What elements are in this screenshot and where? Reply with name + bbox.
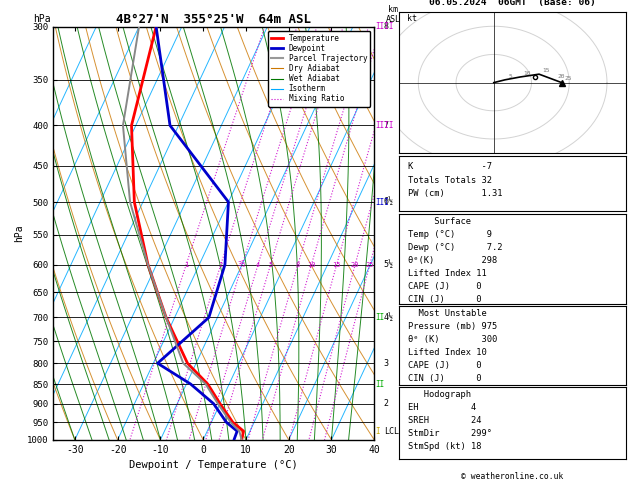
Text: K             -7
Totals Totals 32
PW (cm)       1.31: K -7 Totals Totals 32 PW (cm) 1.31 <box>408 162 503 198</box>
Text: kt: kt <box>407 14 417 23</box>
Text: 06.05.2024  06GMT  (Base: 06): 06.05.2024 06GMT (Base: 06) <box>429 0 596 7</box>
Text: II: II <box>375 313 384 322</box>
Text: 25: 25 <box>565 76 572 81</box>
Text: Surface
Temp (°C)      9
Dewp (°C)      7.2
θᵉ(K)         298
Lifted Index 11
CA: Surface Temp (°C) 9 Dewp (°C) 7.2 θᵉ(K) … <box>408 217 503 304</box>
Text: Most Unstable
Pressure (mb) 975
θᵉ (K)        300
Lifted Index 10
CAPE (J)     0: Most Unstable Pressure (mb) 975 θᵉ (K) 3… <box>408 309 498 382</box>
Text: 5: 5 <box>269 261 273 268</box>
Text: 10: 10 <box>523 71 531 76</box>
Text: 15: 15 <box>542 68 550 73</box>
Text: Hodograph
EH          4
SREH        24
StmDir      299°
StmSpd (kt) 18: Hodograph EH 4 SREH 24 StmDir 299° StmSp… <box>408 390 493 451</box>
Text: II: II <box>375 380 384 389</box>
Text: III: III <box>375 197 389 207</box>
Text: 3½: 3½ <box>238 261 247 268</box>
Text: 8: 8 <box>296 261 300 268</box>
Text: km
ASL: km ASL <box>386 5 401 24</box>
Text: 5½: 5½ <box>384 260 394 269</box>
Text: 4: 4 <box>256 261 260 268</box>
Text: 15: 15 <box>333 261 341 268</box>
Text: 25: 25 <box>365 261 374 268</box>
Text: 7: 7 <box>384 121 389 130</box>
X-axis label: Dewpoint / Temperature (°C): Dewpoint / Temperature (°C) <box>130 460 298 470</box>
Text: 2: 2 <box>219 261 223 268</box>
Title: 4B°27'N  355°25'W  64m ASL: 4B°27'N 355°25'W 64m ASL <box>116 13 311 26</box>
Text: hPa: hPa <box>33 14 50 24</box>
Text: 20: 20 <box>557 73 565 79</box>
Text: © weatheronline.co.uk: © weatheronline.co.uk <box>462 472 564 481</box>
Y-axis label: hPa: hPa <box>14 225 25 242</box>
Text: 1: 1 <box>184 261 188 268</box>
Text: 4½: 4½ <box>384 313 394 322</box>
Text: 2: 2 <box>384 399 389 408</box>
Text: 8: 8 <box>384 22 389 31</box>
Text: 5: 5 <box>508 73 512 79</box>
Text: IIII: IIII <box>375 22 393 31</box>
Text: I: I <box>375 427 379 435</box>
Text: 6½: 6½ <box>384 197 394 207</box>
Text: LCL: LCL <box>384 427 399 435</box>
Text: 3: 3 <box>384 359 389 368</box>
Text: 20: 20 <box>351 261 359 268</box>
Legend: Temperature, Dewpoint, Parcel Trajectory, Dry Adiabat, Wet Adiabat, Isotherm, Mi: Temperature, Dewpoint, Parcel Trajectory… <box>268 31 370 106</box>
Text: IIII: IIII <box>375 121 393 130</box>
Text: 10: 10 <box>307 261 316 268</box>
